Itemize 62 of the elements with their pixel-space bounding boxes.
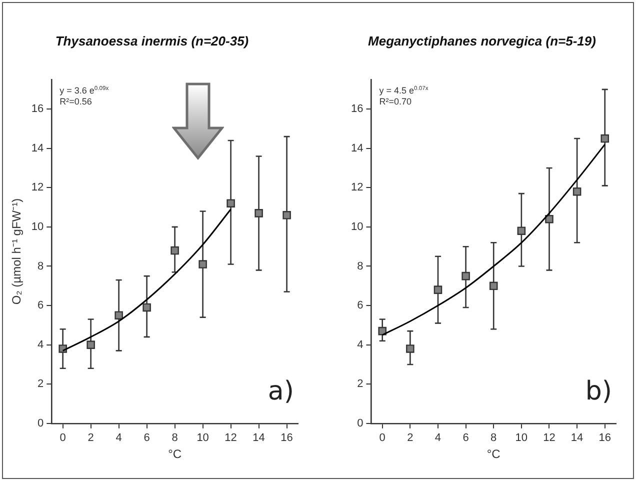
point	[517, 226, 526, 236]
x-tick-label: 8	[172, 432, 178, 444]
point	[406, 344, 414, 353]
point	[434, 286, 442, 294]
point	[600, 134, 610, 143]
x-tick-label: 4	[434, 432, 442, 444]
point	[114, 311, 123, 320]
y-tick-label: 6	[38, 300, 44, 312]
y-tick-label: 2	[38, 378, 44, 390]
x-tick-label: 10	[515, 432, 528, 444]
y-tick-label: 16	[31, 103, 44, 116]
x-tick-label: 0	[379, 432, 386, 444]
y-tick-label: 8	[38, 260, 44, 272]
x-tick-label: 14	[570, 432, 584, 444]
y-tick-label: 14	[31, 142, 44, 154]
y-tick-label: 12	[31, 182, 44, 194]
x-tick-label: 6	[144, 432, 150, 444]
y-axis-title: O₂ (µmol h⁻¹ gFW⁻¹)	[10, 198, 24, 305]
annotation: R²=0.56	[60, 96, 92, 107]
y-tick-label: 4	[38, 338, 44, 351]
chart-title: Thysanoessa inermis (n=20-35)	[55, 33, 249, 48]
point	[226, 199, 235, 208]
y-tick-label: 10	[31, 220, 44, 233]
y-tick-label: 14	[350, 142, 364, 154]
point	[282, 211, 291, 220]
x-tick-label: 4	[116, 432, 122, 444]
y-tick-label: 16	[350, 103, 364, 116]
y-tick-label: 2	[357, 378, 364, 390]
point	[198, 260, 207, 268]
point	[489, 282, 498, 290]
point	[142, 303, 151, 312]
x-tick-label: 8	[490, 432, 497, 444]
point	[545, 214, 554, 224]
y-tick-label: 4	[357, 338, 364, 351]
y-tick-label: 6	[357, 300, 364, 312]
annotation: R²=0.70	[379, 96, 412, 107]
point	[170, 246, 179, 255]
x-tick-label: 12	[224, 432, 237, 444]
point	[378, 326, 386, 336]
x-tick-label: 16	[280, 432, 293, 444]
x-axis-title: °C	[168, 447, 182, 462]
y-tick-label: 0	[38, 417, 44, 430]
x-tick-label: 0	[60, 432, 66, 444]
chart-title: Meganyctiphanes norvegica (n=5-19)	[368, 33, 596, 48]
x-axis-title: °C	[486, 447, 501, 462]
y-tick-label: 8	[357, 260, 364, 272]
x-tick-label: 6	[462, 432, 469, 444]
point	[254, 209, 263, 218]
x-tick-label: 10	[196, 432, 209, 444]
x-tick-label: 12	[543, 432, 556, 444]
point	[462, 272, 470, 280]
point	[572, 187, 582, 196]
x-tick-label: 14	[252, 432, 265, 444]
annotation: a)	[268, 376, 294, 406]
point	[86, 340, 95, 349]
x-tick-label: 16	[598, 432, 611, 444]
y-tick-label: 12	[350, 182, 364, 194]
y-tick-label: 10	[350, 220, 364, 233]
y-tick-label: 0	[357, 417, 364, 430]
x-tick-label: 2	[407, 432, 414, 444]
annotation: b)	[585, 376, 612, 406]
x-tick-label: 2	[88, 432, 94, 444]
